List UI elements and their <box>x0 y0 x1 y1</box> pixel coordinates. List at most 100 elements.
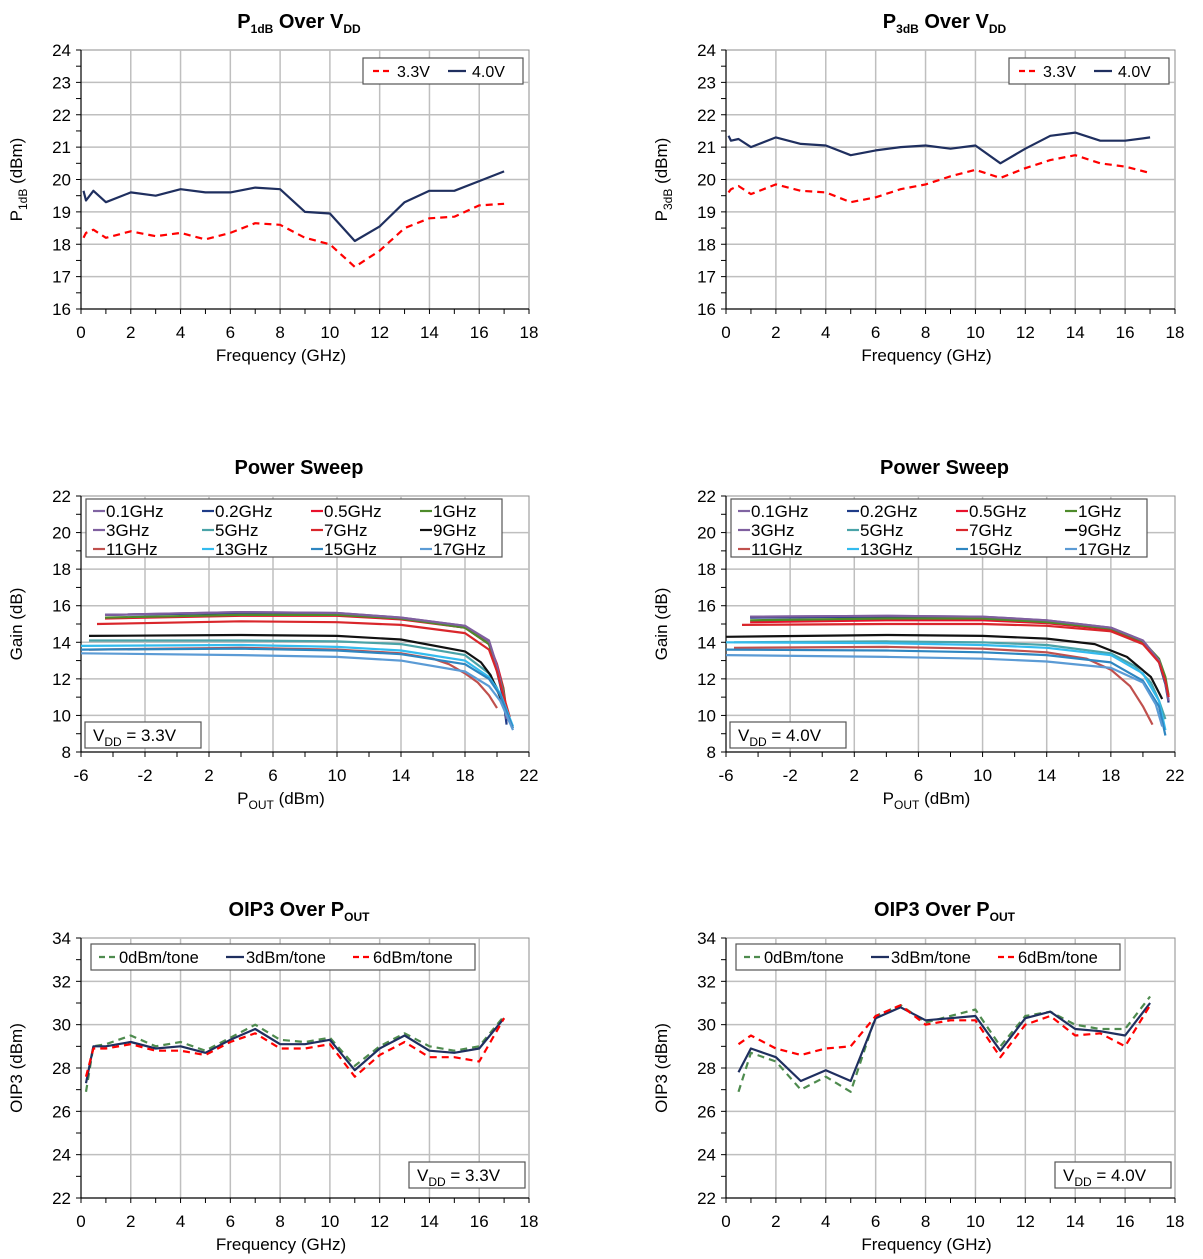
legend: 3.3V 4.0V <box>362 57 524 85</box>
y-tick-label: 8 <box>707 743 716 762</box>
series-group <box>81 610 515 731</box>
series-line-4.0V <box>727 131 1151 165</box>
x-tick-label: 8 <box>275 323 284 342</box>
y-axis-label: Gain (dB) <box>652 588 671 661</box>
y-tick-label: 24 <box>52 1146 71 1165</box>
x-tick-label: 10 <box>320 1212 339 1231</box>
legend: 0dBm/tone 3dBm/tone 6dBm/tone <box>735 943 1121 971</box>
x-tick-label: 18 <box>1101 766 1120 785</box>
x-tick-label: 12 <box>370 323 389 342</box>
chart-title: Power Sweep <box>235 457 364 479</box>
y-tick-label: 20 <box>52 524 71 543</box>
legend-label: 11GHz <box>751 540 803 559</box>
y-tick-label: 16 <box>52 300 71 319</box>
y-tick-label: 12 <box>52 670 71 689</box>
chart-title: OIP3 Over POUT <box>874 899 1016 924</box>
chart-4: -6 -2 2 6 10 14 18 22 8 10 12 14 16 18 20 22 Power Sweep… <box>652 457 1184 812</box>
x-tick-label: -2 <box>783 766 798 785</box>
x-tick-label: 10 <box>973 766 992 785</box>
y-tick-label: 22 <box>52 1189 71 1208</box>
x-axis-label: POUT (dBm) <box>237 789 325 812</box>
legend-label: 11GHz <box>106 540 158 559</box>
x-tick-label: 18 <box>456 766 475 785</box>
x-tick-label: 16 <box>1116 1212 1135 1231</box>
x-tick-label: 22 <box>1166 766 1185 785</box>
x-tick-label: 16 <box>1116 323 1135 342</box>
legend-label: 7GHz <box>969 521 1012 540</box>
legend-label: 3GHz <box>106 521 149 540</box>
y-tick-label: 30 <box>697 1016 716 1035</box>
legend-label: 6dBm/tone <box>373 949 453 967</box>
legend-label: 3GHz <box>751 521 794 540</box>
vdd-annotation: VDD = 3.3V <box>84 721 202 749</box>
chart-title: P1dB Over VDD <box>237 11 361 36</box>
series-line-15GHz <box>726 648 1167 736</box>
y-tick-label: 19 <box>697 203 716 222</box>
y-axis-label: OIP3 (dBm) <box>652 1023 671 1113</box>
y-tick-label: 21 <box>52 138 71 157</box>
y-axis-label: OIP3 (dBm) <box>7 1023 26 1113</box>
series-line-6dBm/tone <box>84 1017 506 1078</box>
annotation-label: VDD = 4.0V <box>738 726 822 749</box>
y-tick-label: 20 <box>697 171 716 190</box>
x-tick-label: -2 <box>137 766 152 785</box>
series-line-0dBm/tone <box>84 1015 505 1092</box>
x-tick-label: 0 <box>76 1212 85 1231</box>
legend-label: 17GHz <box>1078 540 1131 559</box>
x-tick-label: 8 <box>921 323 930 342</box>
legend: 0dBm/tone 3dBm/tone 6dBm/tone <box>90 943 476 971</box>
x-tick-label: 2 <box>771 1212 780 1231</box>
x-tick-label: -6 <box>73 766 88 785</box>
x-tick-label: 6 <box>268 766 277 785</box>
series-group <box>82 170 505 268</box>
legend-label: 4.0V <box>472 64 505 81</box>
x-tick-label: 18 <box>520 323 539 342</box>
series-line-3.3V <box>82 202 505 268</box>
x-tick-label: 10 <box>328 766 347 785</box>
y-tick-label: 17 <box>697 268 716 287</box>
y-tick-label: 22 <box>52 487 71 506</box>
y-tick-label: 19 <box>52 203 71 222</box>
y-tick-label: 23 <box>697 73 716 92</box>
x-tick-label: 10 <box>320 323 339 342</box>
x-tick-label: 18 <box>1166 1212 1185 1231</box>
legend-label: 6dBm/tone <box>1018 949 1098 967</box>
x-tick-label: 4 <box>821 1212 830 1231</box>
y-tick-label: 16 <box>52 597 71 616</box>
legend: 0.1GHz 0.2GHz 0.5GHz 1GHz 3GHz 5GHz 7GHz 9GHz 11… <box>85 498 503 559</box>
annotation-label: VDD = 3.3V <box>417 1166 501 1189</box>
series-line-17GHz <box>726 654 1164 727</box>
legend-label: 4.0V <box>1118 64 1151 81</box>
series-group <box>84 1015 506 1092</box>
series-line-17GHz <box>81 652 515 731</box>
series-line-3dBm/tone <box>84 1017 505 1084</box>
y-tick-label: 28 <box>697 1059 716 1078</box>
series-group <box>726 614 1170 736</box>
x-tick-label: 12 <box>370 1212 389 1231</box>
x-axis-label: Frequency (GHz) <box>216 1235 346 1254</box>
x-tick-label: 16 <box>470 1212 489 1231</box>
x-tick-label: 6 <box>226 323 235 342</box>
x-tick-label: 14 <box>1066 323 1085 342</box>
y-tick-label: 18 <box>697 235 716 254</box>
x-tick-label: 18 <box>520 1212 539 1231</box>
y-tick-label: 10 <box>697 706 716 725</box>
legend-label: 3dBm/tone <box>891 949 971 967</box>
series-line-3.3V <box>727 154 1151 204</box>
chart-title: Power Sweep <box>880 457 1009 479</box>
x-tick-label: 0 <box>721 323 730 342</box>
legend-label: 1GHz <box>433 502 476 521</box>
y-tick-label: 20 <box>52 171 71 190</box>
x-tick-label: 14 <box>392 766 411 785</box>
y-tick-label: 22 <box>697 1189 716 1208</box>
x-tick-label: 14 <box>420 1212 439 1231</box>
series-line-13GHz <box>726 641 1167 731</box>
y-tick-label: 10 <box>52 706 71 725</box>
series-group <box>727 131 1151 204</box>
legend: 3.3V 4.0V <box>1008 57 1170 85</box>
x-tick-label: 8 <box>921 1212 930 1231</box>
